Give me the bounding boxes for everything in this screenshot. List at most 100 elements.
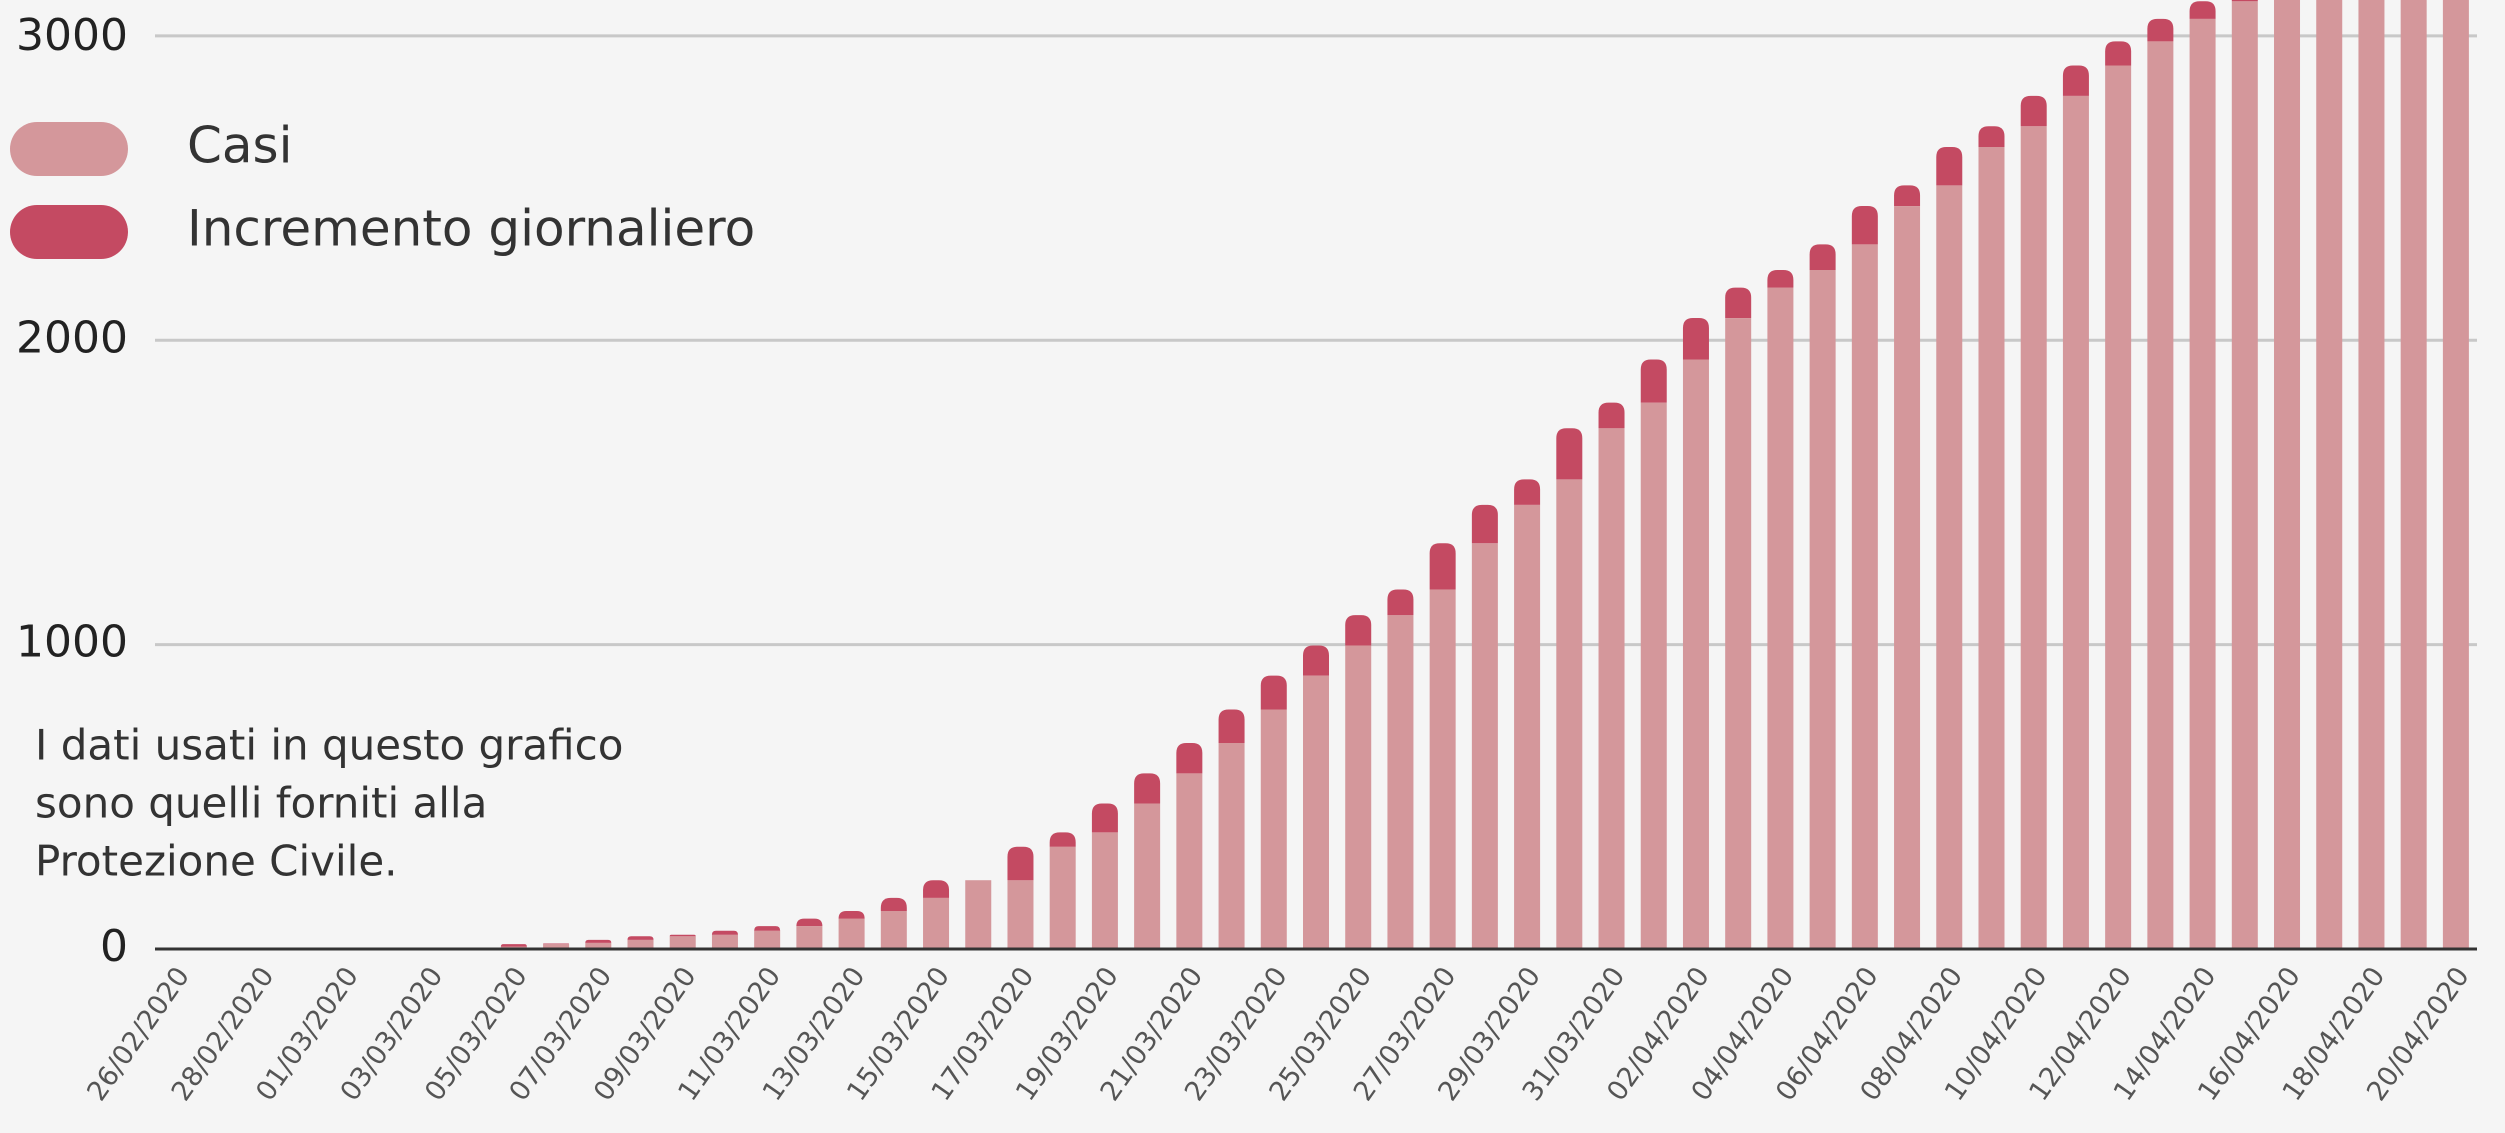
bar-segment [1429,543,1456,590]
bar-segment [2105,65,2132,949]
bar-segment [1894,206,1921,949]
bar-segment [1134,803,1161,949]
y-tick-label: 2000 [16,312,128,363]
bar-segment [1598,428,1625,949]
bar-segment [2231,0,2258,2]
bar-segment [1640,359,1667,403]
legend-swatch [10,122,128,176]
bar-segment [2062,95,2089,949]
bar-segment [754,926,781,931]
bar-segment [627,939,654,949]
bar-segment [1345,615,1372,646]
legend-label: Incremento giornaliero [187,200,755,258]
bar-segment [2231,1,2258,949]
bar-segment [2442,0,2469,949]
annotation: sono quelli forniti alla [35,779,487,828]
bar-segment [500,944,527,947]
bar-segment [711,934,738,949]
bar-segment [2189,1,2216,19]
bar-segment [1936,147,1963,186]
bar-segment [1049,832,1076,847]
bar-segment [585,939,612,943]
bar-segment [1894,185,1921,207]
bar-segment [1387,615,1414,949]
bar-segment [1471,504,1498,544]
bar-segment [1260,675,1287,710]
bar-segment [796,926,823,949]
bar-segment [1218,742,1245,949]
bar-segment [1218,709,1245,743]
bar-segment [1682,318,1709,360]
bar-segment [1556,479,1583,949]
bar-segment [1091,832,1118,949]
bar-segment [1809,244,1836,270]
bar-segment [2020,126,2047,949]
bar-segment [1851,244,1878,949]
bar-segment [1936,185,1963,949]
bar-segment [1767,287,1794,949]
bar-segment [1851,206,1878,245]
bar-segment [1007,880,1034,949]
bar-segment [2147,41,2174,949]
annotation: Protezione Civile. [35,837,398,886]
bar-segment [796,918,823,927]
bar-segment [923,897,950,949]
bar-segment [923,880,950,898]
bar-segment [2358,0,2385,949]
bar-segment [1809,269,1836,949]
bar-segment [2189,18,2216,949]
bar-segment [1176,773,1203,949]
bar-segment [1514,479,1541,505]
y-tick-label: 0 [100,921,128,972]
bar-segment [2105,41,2132,66]
y-tick-label: 1000 [16,617,128,668]
bar-segment [1598,402,1625,429]
bar-segment [585,942,612,949]
bar-segment [880,897,907,911]
bar-segment [1345,645,1372,949]
bar-segment [1725,287,1752,319]
bar-segment [838,918,865,949]
bar-segment [1640,402,1667,949]
bar-segment [1387,589,1414,616]
bar-segment [1303,645,1329,676]
bar-segment [754,930,781,949]
bar-segment [1556,428,1583,480]
bar-segment [1429,589,1456,949]
bar-segment [2400,0,2427,949]
bar-segment [1260,709,1287,949]
bar-segment [627,936,654,940]
annotation: I dati usati in questo grafico [35,721,623,770]
bar-segment [543,944,570,949]
bar-segment [1978,147,2005,949]
bar-segment [2274,0,2301,949]
bar-segment [965,880,992,949]
bar-segment [1725,318,1752,949]
bar-segment [1682,359,1709,949]
bar-segment [1091,803,1118,833]
y-tick-label: 3000 [16,10,128,61]
bar-segment [669,934,696,937]
legend-swatch [10,205,128,259]
bar-segment [543,943,570,945]
grid [155,34,2477,647]
legend-label: Casi [187,117,293,175]
bar-segment [1007,846,1034,881]
bar-segment [838,910,865,919]
bar-segment [2316,0,2343,949]
bars [500,0,2469,949]
bar-segment [669,936,696,949]
bar-segment [1303,675,1329,949]
bar-segment [1767,269,1794,288]
bar-segment [1176,742,1203,774]
bar-segment [2062,65,2089,96]
bar-segment [1049,846,1076,949]
bar-segment [1978,126,2005,148]
bar-segment [2020,95,2047,127]
bar-segment [2147,18,2174,42]
bar-segment [880,910,907,949]
bar-segment [1471,543,1498,949]
bar-segment [1514,504,1541,949]
